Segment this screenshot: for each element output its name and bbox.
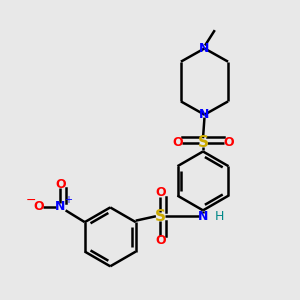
Text: O: O: [55, 178, 66, 191]
Text: S: S: [197, 135, 208, 150]
Text: N: N: [55, 200, 65, 213]
Text: O: O: [172, 136, 183, 149]
Text: −: −: [26, 194, 36, 207]
Text: O: O: [33, 200, 44, 213]
Text: O: O: [155, 186, 166, 199]
Text: O: O: [155, 234, 166, 247]
Text: N: N: [199, 42, 210, 55]
Text: H: H: [214, 210, 224, 223]
Text: S: S: [155, 209, 166, 224]
Text: O: O: [223, 136, 234, 149]
Text: N: N: [198, 210, 208, 223]
Text: N: N: [199, 108, 210, 121]
Text: +: +: [64, 195, 72, 205]
